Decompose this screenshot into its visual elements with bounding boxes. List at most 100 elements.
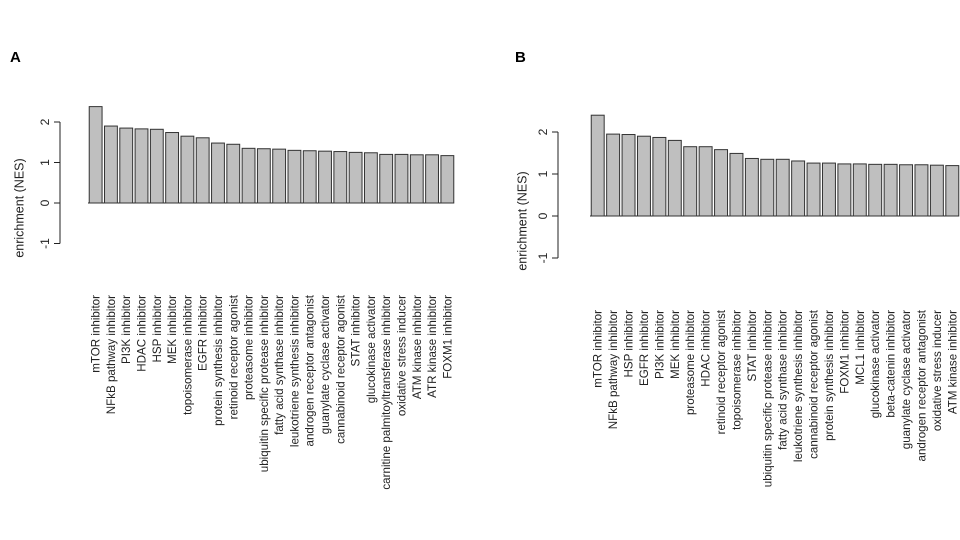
- bar: [149, 128, 164, 204]
- category-label: topoisomerase inhibitor: [181, 295, 194, 415]
- bar: [606, 133, 621, 217]
- category-label: carnitine palmitoyltransferase inhibitor: [380, 295, 393, 490]
- bar: [683, 146, 698, 217]
- bar: [409, 154, 424, 204]
- category-label: topoisomerase inhibitor: [730, 310, 743, 430]
- bar: [775, 158, 790, 217]
- category-label: HDAC inhibitor: [700, 310, 713, 387]
- category-label: guanylate cyclase activator: [319, 295, 332, 434]
- category-label: EGFR inhibitor: [638, 310, 651, 386]
- bar: [636, 135, 651, 217]
- bar: [883, 163, 898, 217]
- y-tick-label: -1: [38, 238, 52, 249]
- category-label: mTOR inhibitor: [90, 295, 103, 373]
- bar: [652, 136, 667, 217]
- bar: [302, 150, 317, 204]
- category-label: MCL1 inhibitor: [854, 310, 867, 385]
- y-tick-label: 1: [536, 170, 550, 177]
- bar: [945, 165, 960, 217]
- bar: [104, 125, 118, 204]
- bar: [134, 128, 149, 204]
- bar: [256, 148, 271, 204]
- category-label: leukotriene synthesis inhibitor: [792, 310, 805, 462]
- bar: [744, 157, 759, 217]
- y-tick-label: 0: [38, 199, 52, 206]
- category-label: guanylate cyclase activator: [900, 310, 913, 449]
- bar: [425, 154, 439, 204]
- category-label: FOXM1 inhibitor: [441, 295, 454, 379]
- category-label: oxidative stress inducer: [931, 310, 944, 431]
- bar: [440, 155, 455, 204]
- bar: [119, 127, 134, 204]
- category-label: cannabinoid receptor agonist: [334, 294, 347, 444]
- category-label: protein synthesis inhibitor: [823, 310, 836, 441]
- bar: [318, 150, 332, 204]
- bar-chart-a: -1 0 1 2 enrichment (NES) mTOR inhibitor NFkB …: [12, 106, 455, 490]
- category-label: PI3K inhibitor: [653, 310, 666, 379]
- category-label: proteasome inhibitor: [243, 295, 256, 400]
- bar: [667, 139, 682, 217]
- category-label: ubiquitin specific protease inhibitor: [258, 295, 271, 472]
- category-label: proteasome inhibitor: [684, 310, 697, 415]
- bar: [394, 153, 409, 204]
- category-label: FOXM1 inhibitor: [838, 310, 851, 394]
- category-label: ATM kinase inhibitor: [411, 295, 424, 399]
- bar: [698, 146, 713, 217]
- bar: [929, 164, 944, 217]
- y-axis-title: enrichment (NES): [515, 171, 529, 270]
- category-label: glucokinase activator: [365, 295, 378, 403]
- y-tick-label: 2: [536, 128, 550, 135]
- bar: [379, 153, 394, 204]
- bar: [837, 163, 852, 217]
- bar: [821, 162, 836, 217]
- category-label: ubiquitin specific protease inhibitor: [761, 310, 774, 487]
- bar: [806, 162, 821, 217]
- category-label: retinoid receptor agonist: [227, 294, 240, 419]
- bar: [868, 163, 883, 217]
- category-label: oxidative stress inducer: [395, 295, 408, 416]
- category-label: NFkB pathway inhibitor: [607, 310, 620, 429]
- bar: [226, 143, 241, 204]
- category-label: MEK inhibitor: [669, 310, 682, 379]
- bar: [729, 152, 744, 217]
- bar: [899, 164, 914, 217]
- bar: [363, 152, 378, 204]
- bar: [914, 164, 929, 217]
- category-label: HDAC inhibitor: [136, 295, 149, 372]
- category-label: STAT inhibitor: [746, 310, 759, 382]
- bar: [287, 149, 302, 204]
- y-tick-label: 1: [38, 159, 52, 166]
- category-label: fatty acid synthase inhibitor: [777, 310, 790, 450]
- category-label: glucokinase activator: [869, 310, 882, 418]
- bar: [590, 114, 605, 217]
- y-tick-label: 2: [38, 118, 52, 125]
- category-label: androgen receptor antagonist: [304, 294, 317, 446]
- bar: [791, 160, 806, 217]
- bar: [621, 134, 636, 217]
- category-label: beta-catenin inhibitor: [885, 310, 898, 418]
- bar: [195, 137, 210, 204]
- category-label: HSP inhibitor: [151, 295, 164, 363]
- y-axis-title: enrichment (NES): [12, 158, 26, 257]
- category-label: ATR kinase inhibitor: [426, 295, 439, 398]
- bar: [348, 151, 363, 204]
- category-label: fatty acid synthase inhibitor: [273, 295, 286, 435]
- bar: [760, 158, 775, 217]
- category-label: PI3K inhibitor: [120, 295, 133, 364]
- bar-chart-b: -1 0 1 2 enrichment (NES) mTOR inhibitor NFkB …: [515, 114, 960, 487]
- category-label: retinoid receptor agonist: [715, 309, 728, 434]
- category-label: cannabinoid receptor agonist: [808, 309, 821, 459]
- category-label: ATM kinase inhibitor: [946, 310, 959, 414]
- bar: [180, 135, 195, 204]
- category-label: mTOR inhibitor: [592, 310, 605, 388]
- category-label: STAT inhibitor: [350, 295, 363, 367]
- panel-label-a: A: [10, 49, 21, 66]
- bar: [333, 151, 348, 204]
- bar: [714, 149, 729, 217]
- y-tick-label: 0: [536, 212, 550, 219]
- category-label: MEK inhibitor: [166, 295, 179, 364]
- category-label: leukotriene synthesis inhibitor: [288, 295, 301, 447]
- category-label: NFkB pathway inhibitor: [105, 295, 118, 414]
- bar: [241, 147, 256, 204]
